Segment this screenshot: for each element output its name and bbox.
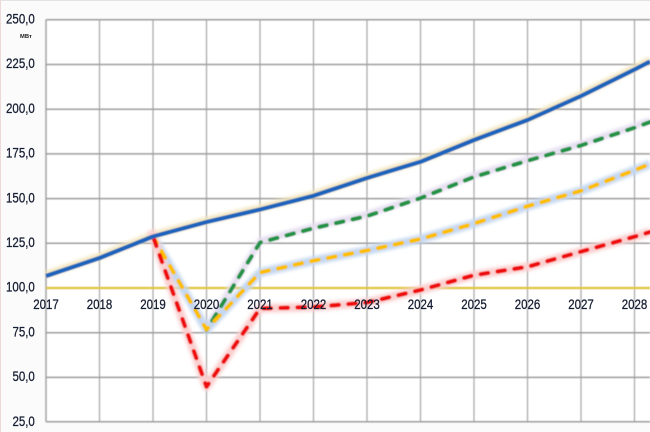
svg-text:125,0: 125,0 — [6, 234, 35, 250]
svg-text:2022: 2022 — [301, 296, 327, 312]
svg-text:225,0: 225,0 — [6, 55, 35, 71]
svg-text:200,0: 200,0 — [6, 100, 35, 116]
svg-text:2018: 2018 — [87, 296, 113, 312]
svg-text:150,0: 150,0 — [6, 189, 35, 205]
svg-text:100,0: 100,0 — [6, 279, 35, 295]
svg-text:2021: 2021 — [247, 296, 273, 312]
svg-text:2028: 2028 — [622, 296, 648, 312]
svg-text:175,0: 175,0 — [6, 144, 35, 160]
svg-text:2025: 2025 — [461, 296, 487, 312]
svg-text:250,0: 250,0 — [6, 10, 35, 26]
svg-text:2026: 2026 — [515, 296, 541, 312]
svg-text:2024: 2024 — [408, 296, 434, 312]
svg-text:2020: 2020 — [194, 296, 220, 312]
svg-text:2027: 2027 — [568, 296, 594, 312]
svg-text:75,0: 75,0 — [12, 323, 34, 339]
svg-text:2017: 2017 — [33, 296, 59, 312]
svg-text:25,0: 25,0 — [12, 413, 34, 429]
svg-text:2019: 2019 — [140, 296, 166, 312]
svg-text:50,0: 50,0 — [12, 368, 34, 384]
svg-text:МВт: МВт — [20, 34, 32, 40]
svg-text:2023: 2023 — [354, 296, 380, 312]
